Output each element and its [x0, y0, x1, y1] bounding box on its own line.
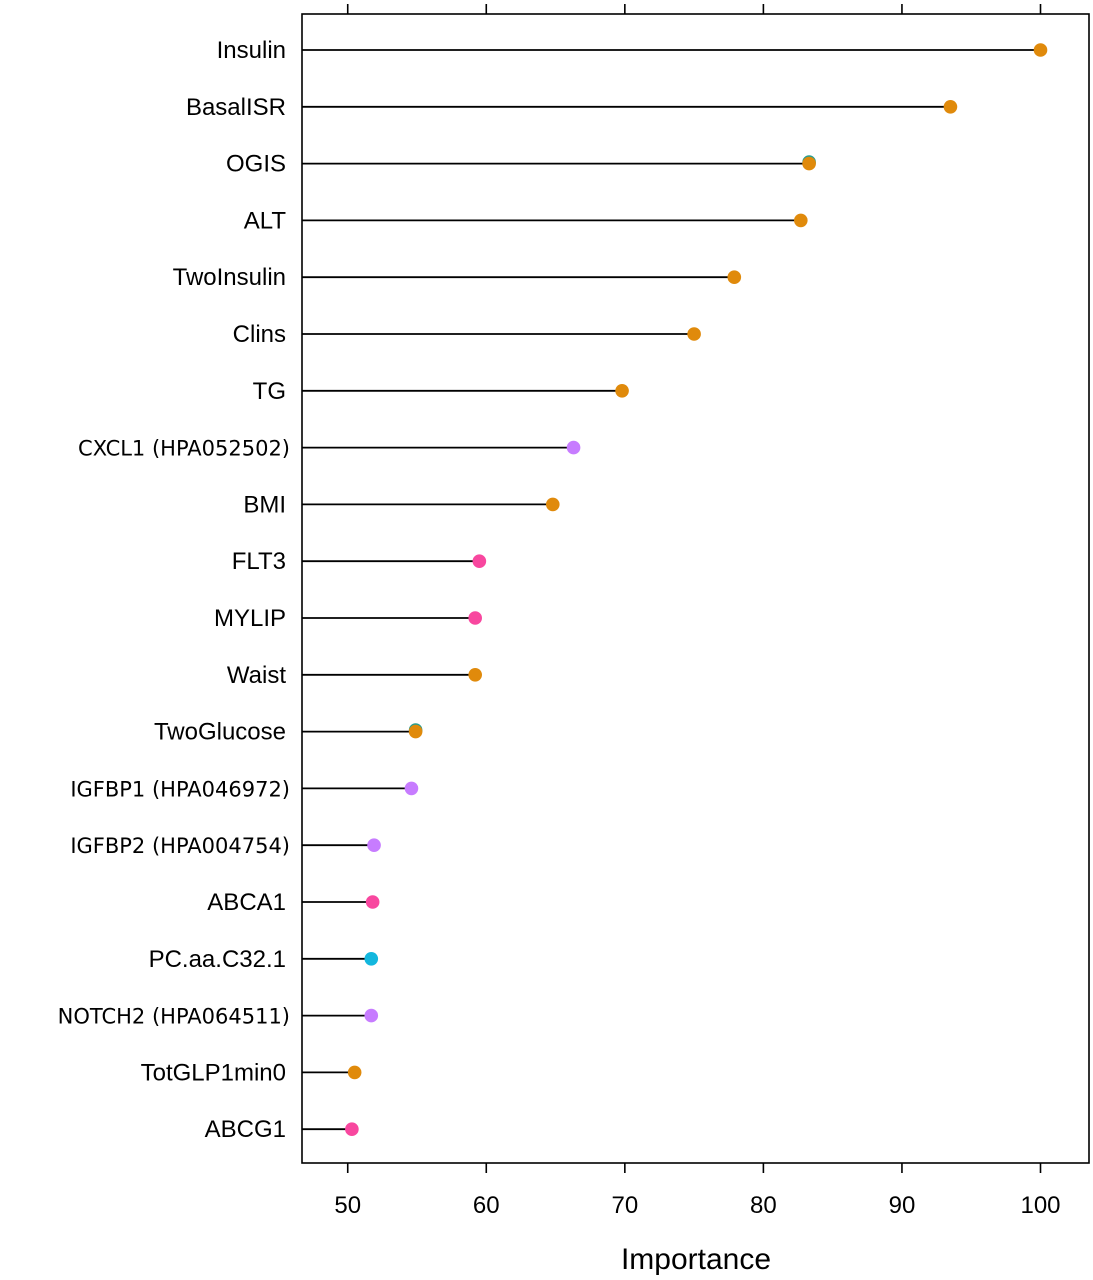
point-tg [615, 384, 629, 398]
point-pc-aa-c32-1 [364, 952, 379, 966]
x-tick-label-100: 100 [1020, 1192, 1060, 1219]
x-tick-label-80: 80 [750, 1192, 777, 1219]
point-insulin [1033, 43, 1048, 57]
x-tick-label-90: 90 [889, 1192, 916, 1219]
x-axis-title: Importance [621, 1243, 771, 1276]
point-abcg1 [345, 1122, 359, 1136]
stems-layer [302, 49, 1041, 1131]
point-twoglucose [408, 724, 423, 739]
category-label-bmi: BMI [243, 491, 286, 518]
point-alt [794, 213, 808, 228]
point-abca1 [365, 895, 380, 909]
category-label-waist: Waist [227, 662, 286, 689]
point-igfbp2-hpa004754 [367, 838, 381, 852]
x-axis: 50 60 70 80 90 100 [334, 4, 1061, 1219]
point-bmi [545, 497, 560, 512]
point-igfbp1-hpa046972 [404, 781, 419, 796]
category-label-basalisr: BasalISR [186, 94, 286, 121]
category-label-mylip: MYLIP [214, 605, 286, 632]
category-label-pc-aa-c32-1: PC.aa.C32.1 [149, 946, 286, 973]
category-label-igfbp1-hpa046972: IGFBP1 (HPA046972) [70, 777, 290, 801]
point-twoinsulin [727, 270, 742, 285]
point-waist [468, 668, 482, 682]
point-notch2-hpa064511 [364, 1008, 379, 1023]
point-basalisr [943, 100, 958, 114]
category-label-cxcl1-hpa052502: CXCL1 (HPA052502) [78, 437, 290, 461]
category-label-ogis: OGIS [226, 151, 286, 178]
category-label-twoglucose: TwoGlucose [154, 719, 286, 746]
category-label-abcg1: ABCG1 [205, 1116, 286, 1143]
point-cxcl1-hpa052502 [566, 440, 581, 455]
category-label-flt3: FLT3 [232, 548, 286, 575]
point-totglp1min0 [347, 1065, 362, 1080]
category-label-notch2-hpa064511: NOTCH2 (HPA064511) [58, 1005, 290, 1029]
point-mylip [468, 611, 482, 625]
x-tick-label-70: 70 [611, 1192, 638, 1219]
category-label-twoinsulin: TwoInsulin [173, 264, 286, 291]
points-layer [345, 43, 1048, 1136]
plot-frame [301, 13, 1090, 1164]
x-tick-label-60: 60 [473, 1192, 500, 1219]
category-label-igfbp2-hpa004754: IGFBP2 (HPA004754) [70, 834, 290, 858]
point-flt3 [472, 554, 487, 568]
category-label-abca1: ABCA1 [207, 889, 286, 916]
x-tick-label-50: 50 [334, 1192, 361, 1219]
point-clins [687, 327, 701, 341]
category-label-totglp1min0: TotGLP1min0 [141, 1059, 286, 1086]
category-label-clins: Clins [233, 321, 286, 348]
category-label-tg: TG [253, 378, 286, 405]
category-label-insulin: Insulin [217, 37, 286, 64]
category-labels: Insulin BasalISR OGIS ALT TwoInsulin Clins TG C… [58, 37, 290, 1143]
category-label-alt: ALT [244, 207, 287, 234]
point-ogis [802, 156, 816, 171]
